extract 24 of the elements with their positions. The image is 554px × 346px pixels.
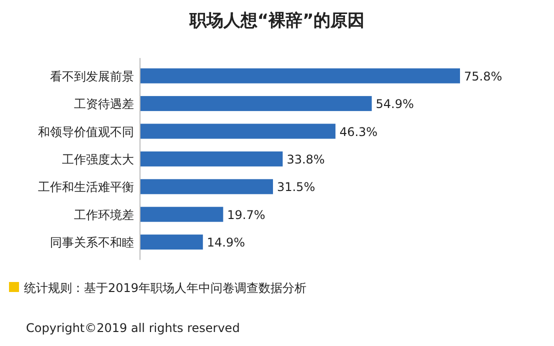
data-label: 46.3% [339, 124, 378, 139]
y-tick-label: 工作强度太大 [62, 152, 134, 166]
bar [140, 124, 336, 139]
y-tick-label: 看不到发展前景 [50, 69, 134, 84]
y-tick-label: 同事关系不和睦 [50, 236, 134, 250]
data-label: 14.9% [206, 236, 246, 250]
bar [140, 151, 283, 166]
text: Copyright©2019 all rights reserved [26, 321, 240, 335]
data-label: 75.8% [464, 69, 502, 84]
bar [140, 96, 372, 112]
bar [140, 234, 203, 250]
bar [140, 179, 273, 194]
text: 统计规则：基于2019年职场人年中问卷调查数据分析 [24, 281, 307, 295]
y-tick-label: 工资待遇差 [74, 97, 134, 112]
data-label: 19.7% [227, 208, 266, 222]
y-tick-label: 和领导价值观不同 [38, 124, 134, 139]
bar [140, 206, 224, 222]
data-label: 31.5% [276, 180, 316, 194]
data-label: 33.8% [286, 152, 325, 166]
y-tick-label: 工作环境差 [74, 208, 134, 222]
y-tick-label: 工作和生活难平衡 [38, 180, 134, 194]
bar [140, 68, 460, 84]
chart-title: 职场人想“裸辞”的原因 [188, 11, 365, 31]
data-label: 54.9% [376, 97, 414, 112]
